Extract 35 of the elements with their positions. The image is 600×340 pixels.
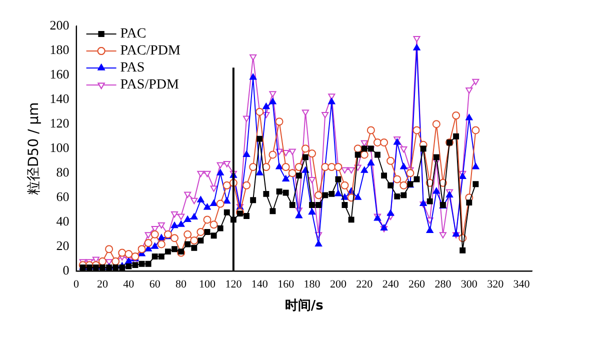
x-tick-label: 20 xyxy=(96,278,108,291)
y-tick-label: 40 xyxy=(56,214,70,229)
y-tick-label: 80 xyxy=(56,164,70,180)
x-tick-label: 100 xyxy=(199,278,216,291)
x-tick-label: 220 xyxy=(356,278,374,291)
y-tick-label: 20 xyxy=(56,238,70,254)
x-tick-label: 180 xyxy=(304,278,321,291)
legend-label: PAC/PDM xyxy=(120,44,182,59)
y-tick-label: 100 xyxy=(50,140,70,156)
y-axis-title: 粒径D50 / μm xyxy=(26,102,42,195)
x-tick-label: 340 xyxy=(513,278,530,291)
legend-label: PAS xyxy=(120,60,145,76)
x-tick-label: 120 xyxy=(225,278,242,291)
y-tick-label: 180 xyxy=(50,42,70,57)
x-tick-label: 260 xyxy=(408,278,426,291)
legend-label: PAS/PDM xyxy=(120,78,180,93)
x-tick-label: 240 xyxy=(382,278,400,291)
y-tick-label: 60 xyxy=(56,189,70,204)
x-tick-label: 140 xyxy=(251,278,268,291)
x-tick-label: 40 xyxy=(123,278,135,291)
y-tick-label: 0 xyxy=(62,262,70,278)
x-tick-label: 0 xyxy=(74,278,80,291)
x-tick-label: 160 xyxy=(278,278,295,291)
y-tick-label: 200 xyxy=(50,17,70,32)
x-tick-label: 80 xyxy=(176,278,188,291)
y-tick-label: 140 xyxy=(50,90,70,106)
y-tick-label: 120 xyxy=(50,116,70,130)
x-axis-title: 时间/s xyxy=(284,298,324,314)
x-tick-label: 60 xyxy=(149,278,161,291)
x-tick-label: 300 xyxy=(460,278,478,291)
x-tick-label: 320 xyxy=(487,278,504,291)
legend-label: PAC xyxy=(120,26,146,42)
y-tick-label: 160 xyxy=(50,66,70,82)
x-tick-label: 280 xyxy=(434,278,452,291)
x-tick-label: 200 xyxy=(330,278,347,291)
